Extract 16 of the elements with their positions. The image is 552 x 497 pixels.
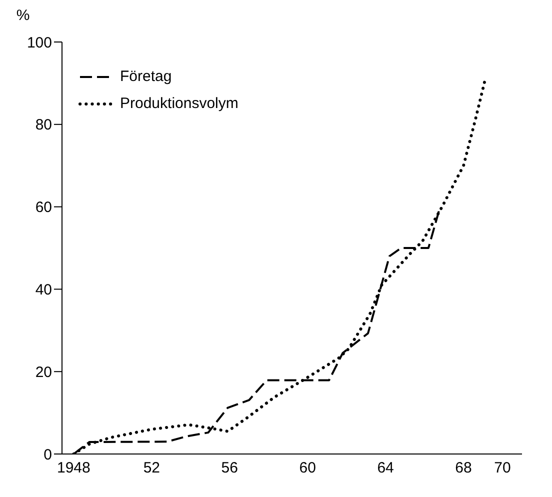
y-tick-label: 20 <box>35 364 52 381</box>
x-tick-label: 52 <box>143 460 160 477</box>
y-tick-label: 0 <box>44 446 52 464</box>
x-tick-label: 56 <box>221 460 238 477</box>
y-tick-label: 80 <box>35 116 52 134</box>
y-tick-label: 60 <box>35 199 52 216</box>
x-tick-label: 60 <box>299 460 316 477</box>
x-tick-label: 70 <box>494 460 511 477</box>
legend-label: Produktionsvolym <box>120 95 238 112</box>
y-tick-label: 100 <box>26 34 52 52</box>
x-tick-label: 64 <box>377 460 394 477</box>
x-tick-label: 1948 <box>57 460 90 477</box>
x-tick-label: 68 <box>455 460 472 477</box>
y-tick-label: 40 <box>35 282 52 299</box>
y-axis-title: % <box>16 7 30 24</box>
legend-label: Företag <box>120 68 172 85</box>
